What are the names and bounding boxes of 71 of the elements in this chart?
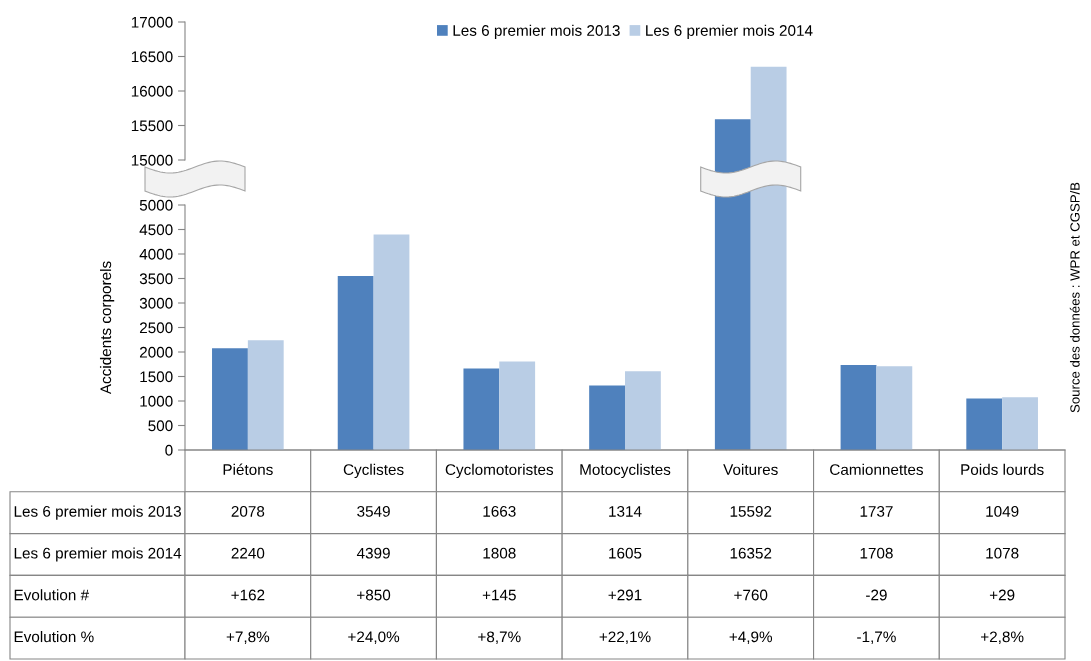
text: Evolution # — [14, 589, 90, 601]
y-tick-label: 5000 — [139, 199, 173, 211]
text: +162 — [231, 589, 265, 601]
y-tick-label: 16500 — [131, 51, 173, 63]
y-tick-label: 4000 — [139, 248, 173, 260]
x-tick-label: Motocyclistes — [580, 463, 671, 479]
data-label: 2078 — [231, 505, 265, 517]
data-label: 1663 — [483, 505, 516, 517]
y-axis-title: Accidents corporels — [99, 261, 115, 395]
text: +850 — [357, 589, 391, 601]
y-tick-label: 1500 — [140, 371, 173, 383]
data-label: 1314 — [609, 505, 642, 517]
text: +8,7% — [478, 631, 521, 645]
y-tick-label: 15000 — [131, 154, 173, 166]
text: +291 — [608, 589, 642, 601]
text: +24,0% — [348, 631, 400, 645]
source-note: Source des données : WPR et CGSP/B — [1069, 182, 1080, 413]
bar — [337, 276, 374, 450]
text: 15592 — [730, 505, 772, 517]
legend-label: Les 6 premier mois 2014 — [646, 24, 813, 39]
x-tick-label: Cyclomotoristes — [445, 463, 554, 479]
x-tick-label: Camionnettes — [830, 463, 924, 475]
text: -1,7% — [857, 631, 896, 645]
y-tick-label: 0 — [165, 444, 173, 456]
data-label: 1708 — [860, 547, 893, 559]
x-tick-label: Cyclistes — [343, 463, 404, 479]
text: +29 — [989, 589, 1015, 601]
data-label: 1808 — [483, 547, 516, 559]
bar — [840, 364, 877, 450]
data-label: 3549 — [357, 505, 390, 517]
text: +760 — [734, 589, 768, 601]
data-label: 2240 — [231, 547, 265, 559]
y-tick-label: 3000 — [139, 297, 173, 309]
bar — [1002, 397, 1038, 450]
y-tick-label: 15500 — [131, 120, 173, 132]
text: +145 — [482, 589, 516, 601]
text: Les 6 premier mois 2014 — [14, 547, 182, 562]
text: +4,9% — [729, 631, 773, 645]
y-tick-label: 16000 — [131, 85, 173, 97]
text: Les 6 premier mois 2013 — [14, 505, 181, 520]
legend-label: Les 6 premier mois 2013 — [453, 24, 620, 39]
x-tick-label: Poids lourds — [961, 463, 1044, 475]
y-tick-label: 3500 — [139, 273, 173, 285]
y-tick-label: 2500 — [139, 322, 173, 334]
bar — [876, 366, 913, 450]
data-label: 1049 — [986, 505, 1019, 517]
data-label: 4399 — [356, 547, 390, 559]
data-label: 1078 — [986, 547, 1019, 559]
bar — [212, 348, 248, 450]
text: +2,8% — [981, 631, 1024, 645]
y-tick-label: 2000 — [139, 346, 173, 358]
text: -29 — [866, 589, 887, 601]
x-tick-label: Voitures — [723, 463, 778, 475]
text: Evolution % — [14, 630, 94, 643]
text: 16352 — [730, 547, 772, 559]
text: +7,8% — [226, 631, 270, 645]
y-tick-label: 500 — [148, 420, 173, 432]
bar — [625, 371, 661, 450]
y-tick-label: 17000 — [131, 16, 173, 28]
text: +22,1% — [599, 631, 651, 645]
y-tick-label: 1000 — [140, 395, 173, 407]
bar — [966, 398, 1003, 450]
data-label: 1737 — [860, 505, 893, 517]
bar — [247, 340, 284, 450]
bar — [499, 361, 536, 450]
bar — [373, 234, 410, 450]
data-label: 1605 — [609, 547, 642, 559]
x-tick-label: Piétons — [223, 463, 273, 475]
y-tick-label: 4500 — [139, 224, 173, 236]
bar — [589, 385, 625, 450]
bar — [463, 368, 500, 450]
